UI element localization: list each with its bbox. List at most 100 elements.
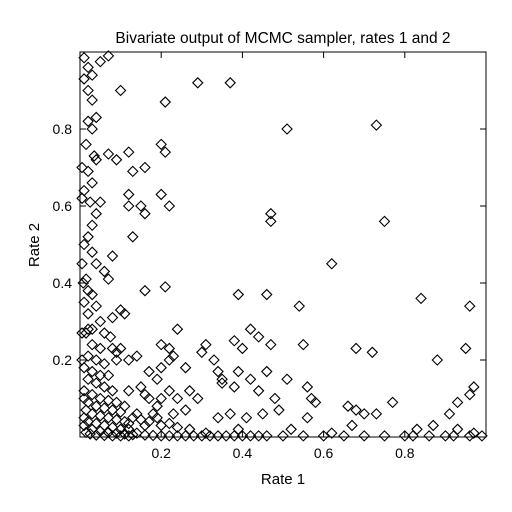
data-point (269, 392, 281, 405)
data-point (256, 408, 269, 420)
data-point (212, 411, 224, 424)
data-point (118, 308, 131, 320)
data-point (399, 430, 411, 442)
data-point (86, 388, 98, 401)
data-point (358, 430, 370, 442)
data-point (273, 404, 285, 416)
data-point (232, 365, 245, 378)
data-point (183, 423, 196, 436)
data-point (191, 392, 204, 405)
data-point (102, 148, 115, 160)
data-point (155, 430, 167, 442)
data-point (244, 373, 257, 386)
data-point (82, 61, 94, 74)
data-point (151, 411, 163, 424)
plot-frame (79, 51, 487, 438)
data-point (196, 346, 208, 359)
data-point (244, 430, 257, 442)
data-point (82, 323, 94, 335)
data-point (94, 369, 107, 382)
data-point (260, 365, 273, 378)
data-point (159, 146, 172, 158)
plot-area (76, 50, 488, 442)
data-point (301, 381, 314, 393)
data-point (427, 419, 439, 432)
data-point (104, 331, 117, 343)
data-point (297, 430, 310, 442)
y-axis-label: Rate 2 (26, 223, 43, 267)
data-point (90, 377, 103, 389)
data-point (191, 77, 204, 89)
data-point (338, 430, 350, 442)
data-point (98, 381, 111, 393)
data-point (78, 385, 90, 397)
data-point (102, 411, 115, 424)
data-point (277, 430, 289, 442)
data-point (167, 408, 180, 420)
data-point (98, 402, 111, 414)
data-point (342, 400, 354, 412)
data-point (281, 123, 293, 135)
data-point (220, 430, 232, 442)
data-point (366, 346, 379, 359)
data-point (98, 429, 111, 442)
data-point (216, 373, 228, 386)
data-point (90, 300, 103, 312)
data-point (82, 84, 94, 97)
data-point (151, 400, 163, 412)
data-point (325, 427, 338, 439)
data-point (131, 350, 143, 362)
data-point (76, 327, 88, 339)
data-point (76, 257, 88, 270)
data-point (163, 385, 176, 397)
data-point (431, 354, 444, 366)
data-point (94, 196, 107, 208)
data-point (139, 429, 151, 441)
data-point (139, 161, 151, 174)
data-point (346, 419, 358, 432)
data-point (179, 361, 192, 374)
data-point (122, 200, 135, 212)
data-point (451, 396, 464, 409)
data-point (88, 150, 100, 162)
data-point (196, 430, 208, 442)
data-point (98, 265, 111, 278)
data-point (171, 421, 184, 434)
data-point (386, 396, 399, 409)
data-point (86, 177, 98, 189)
data-point (86, 338, 98, 351)
x-tick-label: 0.8 (395, 445, 415, 461)
y-tick-label: 0.8 (53, 121, 73, 137)
data-point (147, 429, 159, 442)
data-point (285, 423, 297, 436)
data-point (86, 365, 98, 378)
data-point (358, 408, 370, 420)
data-point (143, 365, 155, 378)
data-point (90, 257, 103, 270)
data-point (155, 188, 167, 201)
data-point (378, 430, 391, 442)
chart-title: Bivariate output of MCMC sampler, rates … (115, 30, 450, 47)
data-point (78, 238, 90, 251)
data-point (135, 200, 147, 212)
data-point (110, 354, 123, 366)
data-point (325, 257, 338, 270)
data-point (102, 273, 115, 285)
data-point (244, 323, 257, 335)
data-point (350, 342, 362, 355)
data-point (78, 361, 90, 374)
data-point (80, 273, 92, 285)
data-point (224, 77, 236, 89)
data-point (463, 430, 476, 442)
data-point (163, 342, 176, 355)
data-point (216, 377, 228, 389)
data-point (163, 354, 176, 366)
data-point (208, 354, 220, 366)
x-tick-label: 0.4 (233, 445, 253, 461)
data-point (110, 413, 123, 426)
data-point (252, 385, 265, 397)
data-point (232, 288, 245, 301)
data-point (293, 300, 306, 312)
data-point (90, 429, 103, 441)
data-point (159, 96, 172, 108)
